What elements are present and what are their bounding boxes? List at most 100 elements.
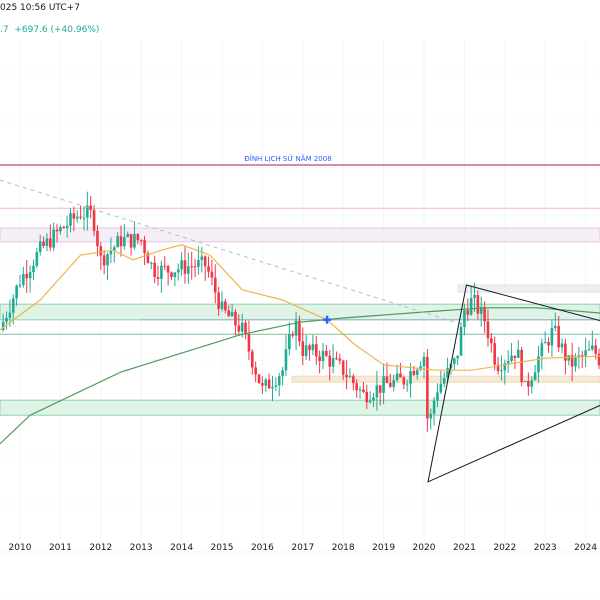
x-tick-label: 2012 bbox=[89, 543, 112, 553]
time-axis[interactable]: 2010 2011 2012 2013 2014 2015 2016 2017 2018 2019… bbox=[9, 543, 598, 553]
candle-body bbox=[59, 227, 62, 232]
ath-label: ĐỈNH LỊCH SỬ NĂM 2008 bbox=[244, 154, 331, 163]
candle-body bbox=[537, 356, 540, 373]
x-tick-label: 2024 bbox=[574, 543, 597, 553]
candle-body bbox=[247, 334, 251, 352]
candle-body bbox=[318, 356, 321, 362]
x-tick-label: 2011 bbox=[49, 543, 72, 553]
candle-body bbox=[92, 210, 96, 231]
candle-body bbox=[267, 379, 271, 389]
candle-body bbox=[69, 213, 72, 226]
candle-body bbox=[150, 262, 153, 264]
candle-body bbox=[139, 240, 143, 242]
candle-body bbox=[8, 312, 12, 319]
candle-body bbox=[331, 358, 335, 367]
candle-body bbox=[153, 262, 156, 278]
candle-body bbox=[89, 205, 92, 211]
candle-body bbox=[469, 298, 473, 315]
candle-body bbox=[574, 356, 577, 367]
candle-body bbox=[358, 389, 362, 391]
candle-body bbox=[99, 246, 103, 256]
x-tick-label: 2016 bbox=[251, 543, 274, 553]
candle-body bbox=[234, 311, 237, 326]
candle-body bbox=[207, 266, 210, 272]
candle-body bbox=[257, 374, 261, 384]
x-tick-label: 2015 bbox=[211, 543, 234, 553]
candle-body bbox=[200, 256, 204, 261]
candle-body bbox=[547, 342, 550, 346]
candle-body bbox=[277, 376, 281, 386]
header-change-prefix: .7 bbox=[0, 25, 9, 35]
candle-body bbox=[65, 225, 69, 228]
candle-body bbox=[32, 265, 35, 273]
candle-body bbox=[227, 310, 231, 317]
candle-body bbox=[173, 272, 177, 278]
candle-body bbox=[133, 234, 136, 248]
candle-body bbox=[463, 310, 466, 327]
candle-body bbox=[62, 227, 66, 229]
candle-body bbox=[584, 350, 587, 356]
candle-body bbox=[308, 345, 311, 351]
candle-body bbox=[294, 320, 298, 336]
green-zone-upper bbox=[0, 303, 600, 321]
candle-body bbox=[288, 334, 291, 350]
candle-body bbox=[25, 274, 29, 279]
candle-body bbox=[251, 351, 254, 368]
x-tick-label: 2010 bbox=[9, 543, 32, 553]
candle-body bbox=[352, 376, 355, 384]
candle-body bbox=[224, 301, 227, 311]
candle-body bbox=[422, 356, 426, 367]
x-tick-label: 2018 bbox=[332, 543, 355, 553]
candle-body bbox=[244, 322, 247, 335]
candle-body bbox=[35, 252, 39, 266]
candle-body bbox=[112, 247, 116, 251]
candle-body bbox=[543, 342, 547, 344]
candle-body bbox=[348, 376, 352, 378]
candle-body bbox=[345, 374, 348, 378]
candle-body bbox=[11, 298, 15, 313]
candle-body bbox=[281, 370, 284, 377]
candle-body bbox=[109, 250, 113, 255]
candle-body bbox=[335, 358, 338, 360]
candle-body bbox=[284, 349, 288, 371]
candle-body bbox=[473, 294, 476, 299]
candle-body bbox=[557, 325, 560, 348]
candle-body bbox=[375, 385, 379, 398]
candle-body bbox=[230, 311, 234, 317]
candle-body bbox=[500, 370, 503, 372]
candle-body bbox=[456, 355, 459, 359]
candle-body bbox=[385, 376, 389, 384]
x-tick-label: 2017 bbox=[291, 543, 314, 553]
candle-body bbox=[213, 277, 217, 293]
candle-body bbox=[341, 360, 345, 375]
crossover-marker-icon bbox=[323, 315, 332, 324]
candle-body bbox=[126, 234, 130, 238]
candle-body bbox=[580, 355, 584, 357]
candle-body bbox=[459, 326, 463, 356]
candle-body bbox=[597, 353, 600, 366]
candle-body bbox=[264, 379, 268, 386]
candle-body bbox=[516, 349, 520, 358]
candle-body bbox=[210, 271, 214, 278]
candle-body bbox=[395, 373, 399, 381]
candle-body bbox=[176, 269, 180, 273]
candle-body bbox=[523, 381, 527, 383]
header-datetime: 025 10:56 UTC+7 bbox=[0, 3, 80, 13]
candle-body bbox=[550, 327, 554, 346]
candle-body bbox=[42, 241, 45, 246]
candle-body bbox=[446, 367, 449, 379]
candle-body bbox=[45, 238, 49, 246]
candle-body bbox=[564, 343, 567, 361]
header-change: .7 +697.6 (+40.96%) bbox=[0, 25, 99, 35]
candle-body bbox=[328, 355, 332, 367]
candle-body bbox=[1, 321, 5, 330]
candle-body bbox=[412, 371, 416, 375]
orange-zone bbox=[291, 375, 600, 383]
candle-body bbox=[129, 234, 133, 248]
candle-body bbox=[493, 343, 496, 365]
candle-body bbox=[486, 321, 490, 339]
candle-body bbox=[496, 364, 500, 372]
candle-body bbox=[355, 383, 358, 391]
candle-body bbox=[506, 360, 510, 364]
